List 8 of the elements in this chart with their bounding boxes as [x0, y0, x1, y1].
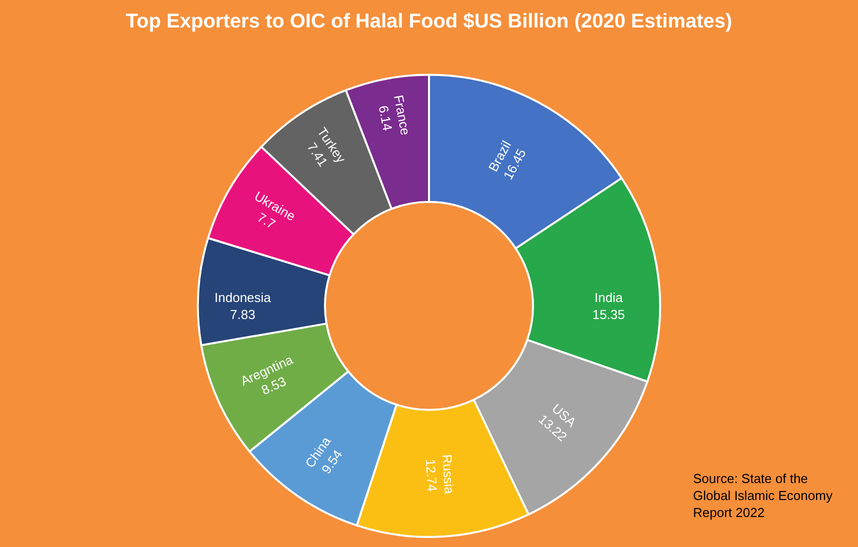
data-label: 7.83 [230, 306, 256, 322]
source-note: Source: State of the Global Islamic Economy Report 2022 [693, 471, 833, 520]
slice-label: India [594, 290, 624, 305]
data-label: 12.74 [422, 458, 440, 492]
slice-label: Indonesia [214, 290, 272, 305]
slice-label: Russia [439, 454, 458, 496]
chart-title: Top Exporters to OIC of Halal Food $US Billion (2020 Estimates) [126, 10, 732, 33]
data-label: 15.35 [592, 306, 625, 322]
